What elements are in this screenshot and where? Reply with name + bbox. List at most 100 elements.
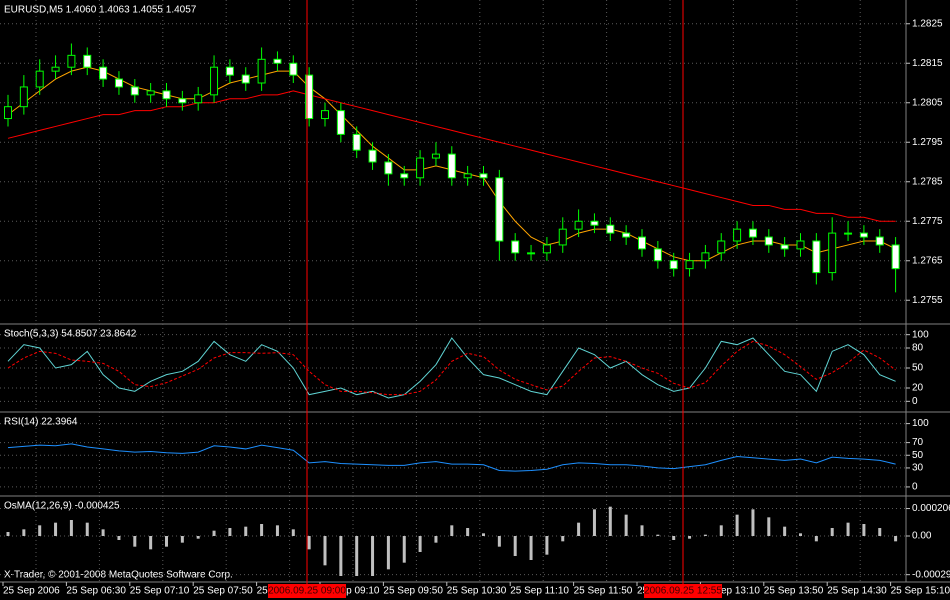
x-tick-label: 25 Sep 15:10	[891, 586, 950, 597]
histogram-bar	[672, 536, 676, 540]
histogram-bar	[545, 536, 549, 555]
candle-body	[495, 177, 504, 242]
candle-body	[891, 244, 900, 270]
candle-body	[273, 58, 282, 64]
histogram-bar	[402, 536, 406, 563]
histogram-bar	[180, 536, 184, 543]
candle-body	[701, 252, 710, 262]
candle-body	[431, 153, 440, 159]
candle-body	[51, 66, 60, 72]
x-tick-label: 25 Sep 09:10	[320, 586, 380, 597]
histogram-bar	[149, 536, 153, 550]
candle-body	[669, 260, 678, 270]
panel-title: Stoch(5,3,3) 54.8507 23.8642	[4, 329, 137, 340]
y-tick-label: 100	[912, 329, 929, 340]
histogram-bar	[894, 536, 898, 542]
histogram-bar	[640, 525, 644, 536]
candle-body	[305, 74, 314, 120]
x-tick-label: 25 Sep 11:10	[510, 586, 569, 597]
y-tick-label: 0.000206	[912, 503, 950, 514]
candle-body	[812, 240, 821, 274]
x-tick-label: 25 Sep 2006	[3, 586, 60, 597]
x-tick-label: 25 Sep 09:50	[383, 586, 443, 597]
candle-body	[796, 240, 805, 250]
x-tick-label: 25 Sep 11:50	[574, 586, 633, 597]
candle-body	[558, 228, 567, 246]
histogram-bar	[497, 536, 501, 547]
y-tick-label: 1.2765	[912, 255, 943, 266]
histogram-bar	[450, 525, 454, 536]
y-tick-label: 50	[912, 450, 924, 461]
indicator-line	[7, 340, 896, 396]
histogram-bar	[275, 525, 279, 536]
histogram-bar	[561, 536, 565, 542]
y-tick-label: 30	[912, 463, 924, 474]
x-tick-label: 25 Sep 13:50	[764, 586, 824, 597]
candle-body	[622, 232, 631, 238]
candle-body	[606, 224, 615, 234]
histogram-bar	[735, 514, 739, 536]
y-tick-label: 1.2785	[912, 176, 943, 187]
panel-title: EURUSD,M5 1.4060 1.4063 1.4055 1.4057	[4, 5, 197, 16]
marker-label: 2006.09.25 09:00	[268, 586, 346, 597]
candle-body	[99, 66, 108, 80]
candle-body	[210, 66, 219, 96]
histogram-bar	[830, 528, 834, 536]
marker-tag	[268, 584, 346, 598]
candle-body	[368, 149, 377, 163]
histogram-bar	[244, 526, 248, 536]
candle-body	[257, 58, 266, 84]
histogram-bar	[434, 536, 438, 543]
histogram-bar	[228, 528, 232, 536]
histogram-bar	[529, 536, 533, 560]
histogram-bar	[862, 524, 866, 536]
x-tick-label: 25 Sep 14:30	[827, 586, 887, 597]
candle-body	[67, 54, 76, 68]
x-tick-label: 25 Sep 10:30	[447, 586, 507, 597]
histogram-bar	[592, 509, 596, 536]
candle-body	[875, 236, 884, 246]
histogram-bar	[307, 536, 311, 550]
candle-body	[638, 236, 646, 250]
candle-body	[194, 94, 203, 104]
marker-tag	[644, 584, 722, 598]
y-tick-label: 100	[912, 418, 929, 429]
y-tick-label: 20	[912, 383, 924, 394]
candle-body	[162, 90, 171, 100]
y-tick-label: 70	[912, 437, 924, 448]
histogram-bar	[54, 522, 58, 536]
histogram-bar	[608, 506, 612, 536]
candle-body	[178, 98, 187, 104]
histogram-bar	[703, 534, 707, 536]
candle-body	[653, 248, 662, 262]
histogram-bar	[466, 528, 470, 536]
candle-body	[542, 244, 551, 254]
histogram-bar	[719, 525, 723, 536]
candle-body	[416, 157, 425, 179]
histogram-bar	[386, 536, 390, 570]
histogram-bar	[260, 524, 264, 536]
x-tick-label: 25 Sep 07:50	[193, 586, 253, 597]
histogram-bar	[783, 526, 787, 536]
candle-body	[241, 74, 250, 84]
histogram-bar	[846, 522, 850, 536]
histogram-bar	[482, 533, 485, 536]
candle-body	[780, 244, 789, 250]
histogram-bar	[85, 522, 89, 536]
histogram-bar	[878, 528, 882, 536]
histogram-bar	[355, 536, 359, 576]
candle-body	[844, 232, 853, 235]
histogram-bar	[418, 536, 422, 552]
x-tick-label: 25 Sep 13:10	[700, 586, 760, 597]
histogram-bar	[165, 536, 168, 547]
indicator-line	[7, 337, 896, 399]
candle-body	[400, 173, 409, 179]
candle-body	[733, 228, 742, 242]
y-tick-label: 0.00	[912, 531, 932, 542]
histogram-bar	[38, 525, 42, 536]
candle-body	[19, 86, 28, 108]
histogram-bar	[69, 520, 73, 536]
histogram-bar	[22, 529, 26, 536]
